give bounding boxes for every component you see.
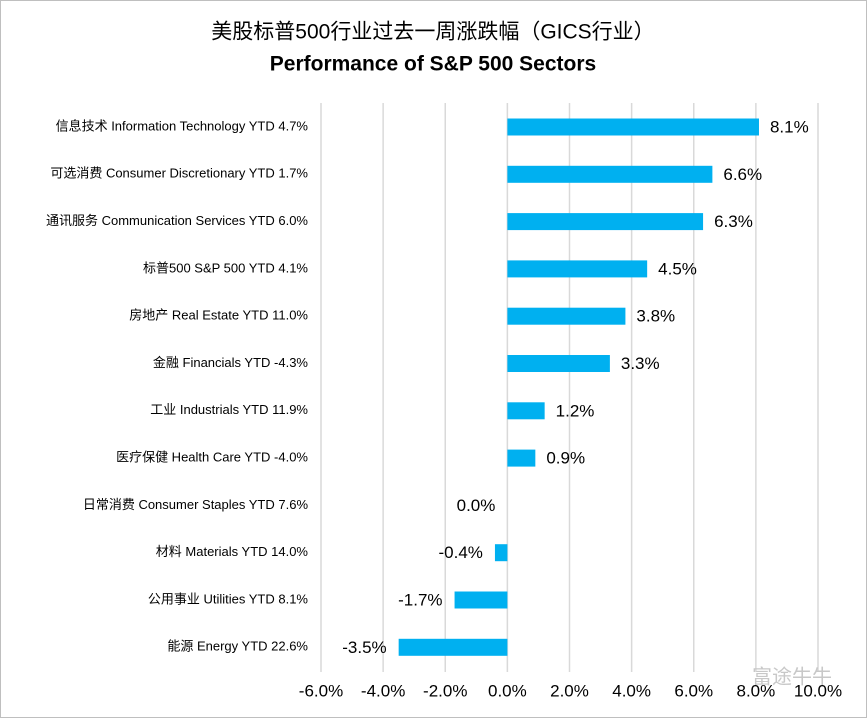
y-tick-label: 医疗保健 Health Care YTD -4.0% [116, 450, 308, 465]
y-tick-label: 可选消费 Consumer Discretionary YTD 1.7% [50, 166, 308, 181]
bar [507, 449, 536, 467]
bar [507, 260, 648, 278]
value-label: -3.5% [342, 638, 386, 657]
value-label: 6.3% [714, 212, 753, 231]
x-tick-label: 2.0% [550, 681, 589, 700]
value-label: 3.3% [621, 354, 660, 373]
value-label: 3.8% [636, 307, 675, 326]
y-tick-label: 标普500 S&P 500 YTD 4.1% [143, 260, 308, 275]
x-tick-label: 6.0% [674, 681, 713, 700]
value-label: 1.2% [556, 401, 595, 420]
value-label: 0.0% [457, 496, 496, 515]
chart-title: 美股标普500行业过去一周涨跌幅（GICS行业） [211, 21, 654, 44]
plot [398, 118, 759, 656]
y-tick-label: 信息技术 Information Technology YTD 4.7% [56, 118, 309, 133]
x-tick-label: 8.0% [737, 681, 776, 700]
bar [507, 165, 713, 183]
bar [454, 591, 508, 609]
value-label: 4.5% [658, 259, 697, 278]
bar [494, 544, 508, 562]
bar [507, 118, 759, 136]
x-tick-label: 0.0% [488, 681, 527, 700]
y-tick-label: 材料 Materials YTD 14.0% [156, 544, 309, 559]
grid [320, 103, 819, 672]
y-tick-label: 房地产 Real Estate YTD 11.0% [129, 308, 308, 323]
x-tick-label: -2.0% [423, 681, 467, 700]
y-tick-label: 公用事业 Utilities YTD 8.1% [148, 591, 309, 606]
y-tick-label: 日常消费 Consumer Staples YTD 7.6% [83, 497, 309, 512]
bar [507, 402, 545, 420]
bar [507, 213, 704, 231]
x-tick-label: 4.0% [612, 681, 651, 700]
value-label: 0.9% [546, 449, 585, 468]
y-tick-label: 通讯服务 Communication Services YTD 6.0% [46, 213, 308, 228]
x-tick-label: -6.0% [299, 681, 343, 700]
value-label: -0.4% [439, 543, 483, 562]
y-tick-label: 工业 Industrials YTD 11.9% [150, 402, 308, 417]
x-tick-label: -4.0% [361, 681, 405, 700]
watermark: 富途牛牛 [752, 665, 832, 688]
bar [507, 307, 626, 325]
bar [398, 638, 508, 656]
value-label: -1.7% [398, 590, 442, 609]
value-label: 6.6% [723, 165, 762, 184]
y-tick-label: 金融 Financials YTD -4.3% [153, 355, 309, 370]
y-tick-label: 能源 Energy YTD 22.6% [167, 639, 308, 654]
bar [507, 355, 610, 372]
x-tick-label: 10.0% [794, 681, 842, 700]
value-label: 8.1% [770, 117, 809, 136]
chart-subtitle: Performance of S&P 500 Sectors [270, 53, 596, 76]
